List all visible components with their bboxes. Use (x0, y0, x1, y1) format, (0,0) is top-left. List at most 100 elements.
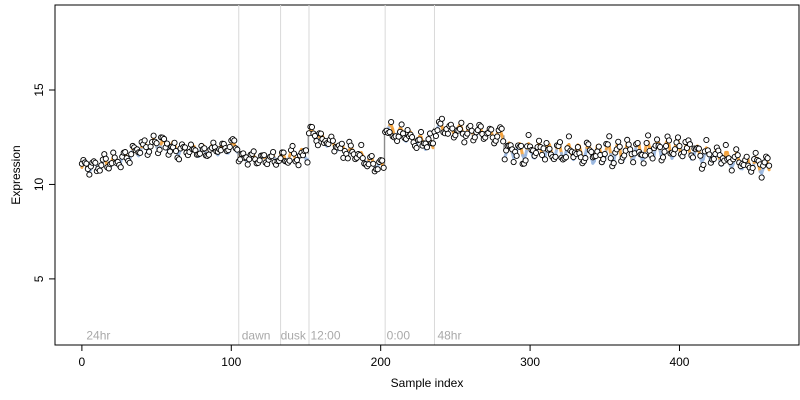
data-point-7-11 (604, 141, 611, 148)
data-point-0-55 (161, 135, 168, 143)
data-point-4-24 (417, 128, 425, 136)
data-point-5-9 (444, 130, 451, 137)
data-point-7-9 (601, 150, 608, 158)
data-point-3-26 (344, 155, 351, 162)
data-point-8-18 (706, 151, 713, 158)
data-point-7-5 (595, 143, 602, 150)
data-point-0-33 (128, 151, 135, 158)
data-point-0-104 (234, 146, 241, 153)
data-point-3-35 (358, 141, 365, 149)
data-point-7-35 (640, 160, 647, 167)
data-point-7-31 (634, 140, 641, 147)
data-point-7-52 (665, 137, 673, 144)
data-point-7-8 (600, 156, 607, 163)
data-point-3-46 (374, 166, 381, 173)
data-point-3-49 (379, 157, 386, 164)
data-point-0-22 (111, 154, 118, 161)
data-point-8-21 (710, 155, 717, 163)
data-point-3-22 (338, 140, 345, 147)
data-point-7-50 (662, 142, 670, 150)
data-point-7-48 (659, 154, 667, 161)
data-point-4-15 (404, 126, 411, 134)
data-point-0-69 (181, 144, 189, 151)
data-point-3-43 (370, 160, 377, 167)
data-point-0-85 (205, 151, 212, 158)
data-point-7-46 (657, 143, 664, 150)
data-point-6-30 (546, 145, 553, 152)
data-point-5-18 (458, 119, 465, 126)
data-point-0-50 (153, 140, 160, 147)
data-point-6-54 (582, 155, 589, 162)
data-point-0-62 (171, 139, 178, 146)
y-axis: 5 10 15 (32, 83, 56, 282)
data-point-0-12 (96, 167, 103, 174)
data-point-8-11 (695, 145, 702, 152)
data-point-6-49 (574, 144, 581, 151)
data-point-6-25 (538, 151, 546, 158)
data-point-5-38 (488, 126, 495, 133)
data-point-8-58 (766, 162, 773, 169)
data-point-7-19 (616, 143, 623, 150)
data-point-2-8 (289, 142, 296, 150)
annotation-3: 12:00 (310, 329, 340, 343)
data-point-3-2 (308, 124, 316, 131)
data-point-5-45 (498, 125, 505, 132)
data-point-6-11 (518, 142, 525, 149)
data-point-1-23 (270, 148, 277, 156)
data-point-7-41 (649, 155, 656, 162)
data-point-4-3 (386, 129, 393, 136)
data-point-5-46 (500, 138, 507, 145)
data-point-4-29 (425, 136, 432, 143)
data-point-3-6 (314, 142, 321, 149)
data-point-8-47 (749, 164, 756, 172)
data-point-7-13 (607, 155, 614, 162)
x-tick-label-4: 400 (669, 355, 689, 369)
data-point-6-27 (541, 156, 549, 163)
data-point-0-9 (92, 159, 99, 166)
data-point-6-0 (501, 156, 508, 163)
data-point-6-23 (535, 137, 543, 144)
data-point-2-9 (290, 150, 298, 157)
data-point-6-8 (513, 152, 520, 159)
data-point-2-18 (304, 159, 311, 166)
data-point-7-25 (625, 141, 632, 148)
data-point-5-24 (467, 122, 474, 129)
data-point-4-18 (409, 134, 416, 141)
data-point-5-1 (432, 132, 440, 140)
y-axis-title: Expression (9, 145, 23, 204)
data-point-2-0 (277, 155, 284, 162)
vertical-markers (238, 5, 435, 345)
data-point-2-17 (302, 147, 310, 154)
data-point-8-29 (722, 141, 729, 149)
data-point-7-49 (661, 148, 668, 155)
data-point-8-16 (703, 136, 710, 144)
data-point-8-49 (752, 149, 759, 156)
y-tick-label-0: 5 (32, 275, 46, 282)
data-point-0-52 (156, 146, 163, 153)
data-point-2-2 (280, 149, 287, 156)
data-point-6-14 (522, 157, 529, 164)
data-point-0-21 (110, 149, 117, 156)
data-point-7-12 (606, 133, 613, 140)
data-point-4-11 (398, 121, 405, 128)
data-point-7-56 (671, 146, 679, 153)
data-point-4-23 (416, 136, 423, 143)
data-point-0-3 (83, 160, 90, 167)
data-point-7-36 (642, 152, 649, 159)
data-point-3-42 (368, 152, 375, 160)
annotation-0: 24hr (86, 329, 110, 343)
data-point-7-28 (630, 159, 637, 166)
data-point-7-15 (610, 160, 617, 167)
data-point-4-4 (388, 118, 395, 126)
data-point-6-28 (543, 139, 550, 147)
data-point-5-20 (461, 139, 468, 146)
x-axis-title: Sample index (391, 376, 464, 390)
data-point-8-5 (686, 141, 693, 148)
x-tick-label-3: 300 (520, 355, 540, 369)
data-point-4-28 (423, 144, 431, 151)
data-point-8-33 (728, 167, 735, 174)
data-point-1-10 (250, 148, 257, 155)
data-point-5-17 (456, 125, 463, 133)
data-point-0-48 (150, 132, 157, 139)
